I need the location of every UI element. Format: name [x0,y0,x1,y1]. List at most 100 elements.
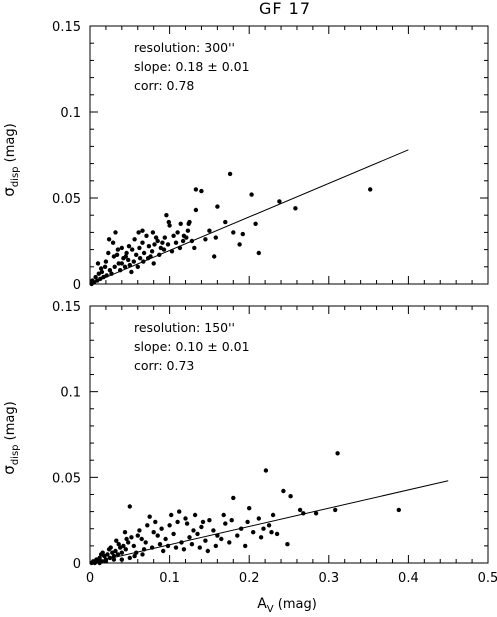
bottom-fit-line [89,480,449,564]
bottom-data-point [171,531,176,537]
top-data-point [178,221,183,226]
top-data-point [107,268,113,273]
bottom-data-point [285,542,290,547]
top-data-point [177,245,183,251]
bottom-annotation: slope: 0.10 ± 0.01 [134,339,250,354]
bottom-data-point [297,507,303,513]
bottom-data-point [191,528,196,533]
top-data-point [132,237,137,242]
bottom-data-point [145,523,150,528]
bottom-data-point [134,550,139,555]
top-data-point [240,231,245,237]
bottom-data-point [195,531,200,537]
bottom-data-point [139,536,144,542]
top-data-point [171,233,176,238]
top-data-point [169,249,175,254]
top-fit-line [89,149,409,285]
bottom-plot-frame [89,305,489,564]
bottom-data-point [179,540,184,545]
top-data-point [160,240,165,245]
bottom-data-point [261,526,266,531]
top-data-point [223,219,228,225]
bottom-y-axis-label: σdisp (mag) [0,401,21,474]
bottom-data-point [177,509,182,514]
top-data-point [165,242,171,247]
bottom-data-point [227,540,232,545]
top-data-point [135,264,140,269]
top-data-point [111,254,117,259]
top-y-axis-label-main: σ [0,187,18,197]
bottom-data-point [161,548,166,554]
top-data-point [152,242,157,247]
bottom-data-point [288,494,293,499]
bottom-data-point [123,547,128,552]
top-data-point [123,254,128,259]
top-data-point [215,204,220,209]
bottom-data-point [165,543,171,549]
top-data-point [193,207,199,213]
top-annotation: resolution: 300'' [134,40,235,55]
bottom-data-point [111,553,117,559]
top-y-tick-label: 0.05 [52,192,81,207]
bottom-y-tick-label: 0 [73,557,81,572]
bottom-data-point [115,552,121,557]
bottom-data-point [135,533,140,538]
top-data-point [164,213,169,218]
top-data-point [173,240,179,245]
bottom-x-tick-label: 0.4 [398,571,419,586]
bottom-data-point [124,536,129,542]
top-data-point [130,247,135,252]
top-annotation: slope: 0.18 ± 0.01 [134,59,250,74]
bottom-data-point [129,535,134,540]
top-data-point [162,235,167,240]
bottom-data-point [258,535,264,540]
bottom-data-point [221,512,226,518]
bottom-data-point [149,545,155,550]
top-data-point [212,254,217,259]
bottom-data-point [173,545,179,550]
bottom-data-point [97,560,102,566]
top-data-point [141,259,146,264]
top-data-point [140,228,145,233]
top-data-point [151,261,156,266]
bottom-data-point [167,523,172,528]
bottom-data-point [89,560,94,566]
bottom-data-point [239,526,244,531]
bottom-x-tick-label: 0.5 [478,571,497,586]
top-data-point [136,230,141,235]
bottom-data-point [197,545,202,550]
top-data-point [199,188,204,194]
x-axis-label-unit: (mag) [274,597,317,612]
bottom-y-tick-label: 0.05 [52,471,81,486]
bottom-data-point [219,536,224,542]
top-data-point [98,266,104,271]
bottom-data-point [203,538,208,543]
bottom-data-point [211,528,216,533]
top-data-point [150,230,156,235]
top-data-point [186,221,191,226]
bottom-data-point [207,518,212,523]
bottom-data-point [127,555,132,561]
top-data-point [192,245,197,251]
bottom-data-point [151,530,156,535]
top-data-point [93,274,98,280]
top-data-point [112,264,117,269]
bottom-data-point [147,514,152,519]
bottom-data-point [132,553,137,559]
bottom-data-point [270,512,276,518]
bottom-x-tick-label: 0 [86,571,94,586]
top-data-point [153,235,159,240]
top-data-point [127,262,132,268]
top-data-point [368,187,373,192]
top-data-point [115,247,121,252]
top-y-axis-label-unit: (mag) [3,123,18,166]
bottom-data-point [184,521,190,526]
bottom-y-axis-label-sub: disp [10,444,21,465]
x-axis-label: AV (mag) [257,596,317,615]
top-data-point [237,242,242,247]
top-data-point [146,244,152,249]
bottom-data-point [189,542,195,547]
bottom-data-point [118,545,123,550]
figure-title: GF 17 [259,0,311,18]
